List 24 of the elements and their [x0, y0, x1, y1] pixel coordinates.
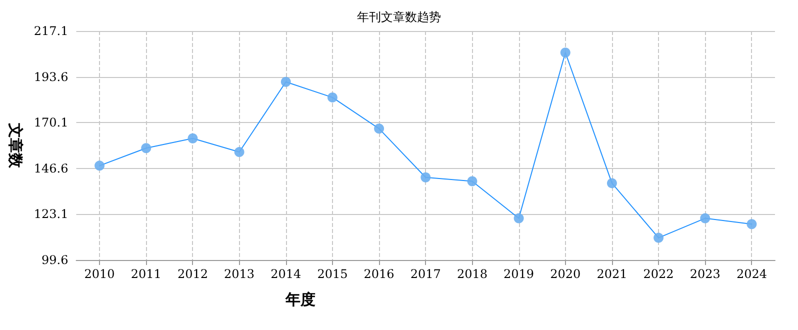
- x-tick-label: 2012: [177, 267, 208, 281]
- x-axis-title: 年度: [284, 290, 316, 308]
- y-tick-label: 193.6: [34, 70, 68, 84]
- x-tick-label: 2013: [224, 267, 255, 281]
- x-tick-label: 2019: [504, 267, 534, 281]
- y-tick-label: 123.1: [34, 207, 68, 222]
- x-tick-label: 2022: [643, 267, 674, 281]
- x-tick-label: 2015: [317, 267, 348, 281]
- y-tick-label: 146.6: [34, 161, 68, 176]
- y-axis-title: 文章数: [6, 122, 24, 169]
- y-tick-label: 217.1: [34, 24, 68, 38]
- chart-title: 年刊文章数趋势: [357, 10, 441, 24]
- x-tick-label: 2018: [456, 267, 488, 281]
- x-tick-label: 2023: [690, 267, 720, 281]
- x-tick-label: 2016: [364, 267, 394, 281]
- x-tick-label: 2021: [596, 267, 628, 281]
- x-tick-label: 2024: [736, 267, 768, 281]
- x-tick-label: 2020: [550, 267, 581, 281]
- x-tick-label: 2017: [410, 267, 441, 281]
- x-tick-label: 2011: [130, 267, 162, 281]
- x-tick-label: 2014: [270, 267, 302, 281]
- y-tick-label: 170.1: [34, 116, 68, 130]
- x-tick-label: 2010: [84, 267, 115, 281]
- y-tick-label: 99.6: [42, 253, 68, 267]
